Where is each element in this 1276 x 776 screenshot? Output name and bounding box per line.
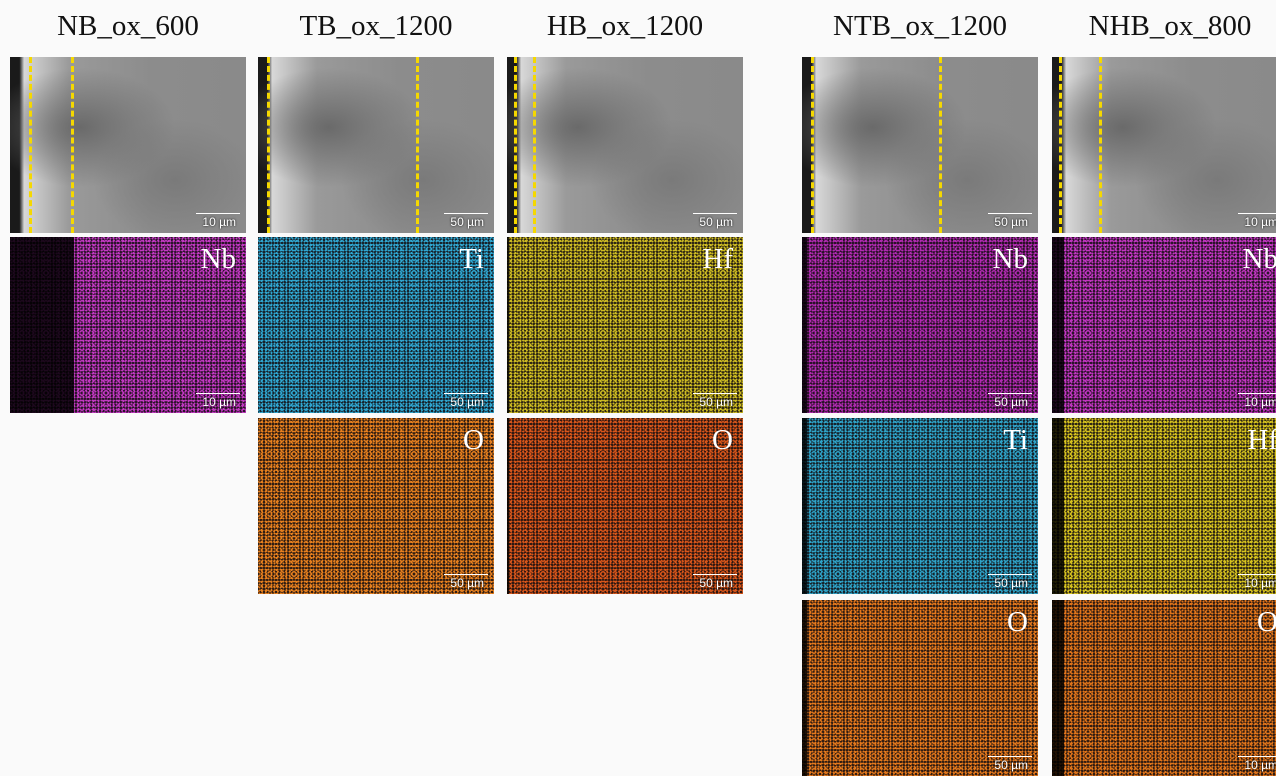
scale-bar: 10 µm bbox=[196, 393, 240, 409]
dark-region bbox=[802, 237, 807, 413]
column-title: NB_ox_600 bbox=[10, 10, 246, 43]
eds-map: O 50 µm bbox=[258, 418, 494, 594]
sem-image: 10 µm bbox=[10, 57, 246, 233]
scale-bar: 50 µm bbox=[988, 756, 1032, 772]
interface-line bbox=[29, 57, 32, 233]
scale-bar: 50 µm bbox=[444, 574, 488, 590]
element-label: Ti bbox=[1003, 424, 1028, 457]
scale-bar: 10 µm bbox=[1238, 213, 1276, 229]
eds-map: Nb 10 µm bbox=[10, 237, 246, 413]
scale-bar: 50 µm bbox=[444, 393, 488, 409]
interface-line bbox=[1099, 57, 1102, 233]
sem-image: 50 µm bbox=[802, 57, 1038, 233]
dark-region bbox=[1052, 237, 1064, 413]
sem-image: 10 µm bbox=[1052, 57, 1276, 233]
eds-map: O 50 µm bbox=[802, 600, 1038, 776]
column-title: NHB_ox_800 bbox=[1052, 10, 1276, 43]
interface-line bbox=[811, 57, 814, 233]
scale-bar: 50 µm bbox=[693, 213, 737, 229]
figure: {"columns": [ {"title": "NB_ox_600", "pa… bbox=[0, 0, 1276, 776]
dark-region bbox=[10, 237, 74, 413]
element-label: O bbox=[463, 424, 484, 457]
sem-image: 50 µm bbox=[507, 57, 743, 233]
element-label: Hf bbox=[702, 243, 733, 276]
eds-map: Ti 50 µm bbox=[802, 418, 1038, 594]
scale-bar: 10 µm bbox=[196, 213, 240, 229]
dark-region bbox=[1052, 418, 1064, 594]
scale-bar: 50 µm bbox=[988, 574, 1032, 590]
dark-region bbox=[1052, 600, 1064, 776]
interface-line bbox=[1059, 57, 1062, 233]
eds-map: Hf 10 µm bbox=[1052, 418, 1276, 594]
interface-line bbox=[416, 57, 419, 233]
eds-map: Ti 50 µm bbox=[258, 237, 494, 413]
element-label: O bbox=[1257, 606, 1276, 639]
scale-bar: 50 µm bbox=[444, 213, 488, 229]
element-label: Nb bbox=[1243, 243, 1276, 276]
scale-bar: 10 µm bbox=[1238, 393, 1276, 409]
interface-line bbox=[939, 57, 942, 233]
element-label: O bbox=[712, 424, 733, 457]
interface-line bbox=[267, 57, 270, 233]
element-label: Ti bbox=[459, 243, 484, 276]
interface-line bbox=[514, 57, 517, 233]
element-label: Hf bbox=[1247, 424, 1276, 457]
dark-region bbox=[802, 418, 807, 594]
eds-map: O 10 µm bbox=[1052, 600, 1276, 776]
interface-line bbox=[533, 57, 536, 233]
interface-line bbox=[71, 57, 74, 233]
sem-image: 50 µm bbox=[258, 57, 494, 233]
eds-map: O 50 µm bbox=[507, 418, 743, 594]
scale-bar: 50 µm bbox=[988, 213, 1032, 229]
scale-bar: 50 µm bbox=[693, 574, 737, 590]
eds-map: Nb 50 µm bbox=[802, 237, 1038, 413]
dark-region bbox=[802, 600, 807, 776]
scale-bar: 50 µm bbox=[693, 393, 737, 409]
element-label: Nb bbox=[201, 243, 236, 276]
scale-bar: 10 µm bbox=[1238, 574, 1276, 590]
element-label: O bbox=[1007, 606, 1028, 639]
dark-region bbox=[507, 237, 509, 413]
dark-region bbox=[507, 418, 509, 594]
element-label: Nb bbox=[993, 243, 1028, 276]
scale-bar: 50 µm bbox=[988, 393, 1032, 409]
column-title: NTB_ox_1200 bbox=[802, 10, 1038, 43]
eds-map: Hf 50 µm bbox=[507, 237, 743, 413]
column-title: HB_ox_1200 bbox=[507, 10, 743, 43]
eds-map: Nb 10 µm bbox=[1052, 237, 1276, 413]
column-title: TB_ox_1200 bbox=[258, 10, 494, 43]
scale-bar: 10 µm bbox=[1238, 756, 1276, 772]
